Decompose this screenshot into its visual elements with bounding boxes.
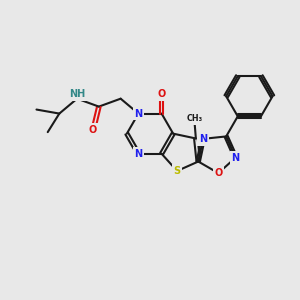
Text: O: O <box>88 125 97 135</box>
Text: O: O <box>214 168 223 178</box>
Text: N: N <box>134 109 142 118</box>
Text: N: N <box>134 149 142 159</box>
Text: N: N <box>199 134 207 144</box>
Text: CH₃: CH₃ <box>186 114 203 123</box>
Text: O: O <box>158 89 166 99</box>
Text: N: N <box>232 153 240 163</box>
Text: NH: NH <box>69 89 85 99</box>
Text: S: S <box>173 166 181 176</box>
